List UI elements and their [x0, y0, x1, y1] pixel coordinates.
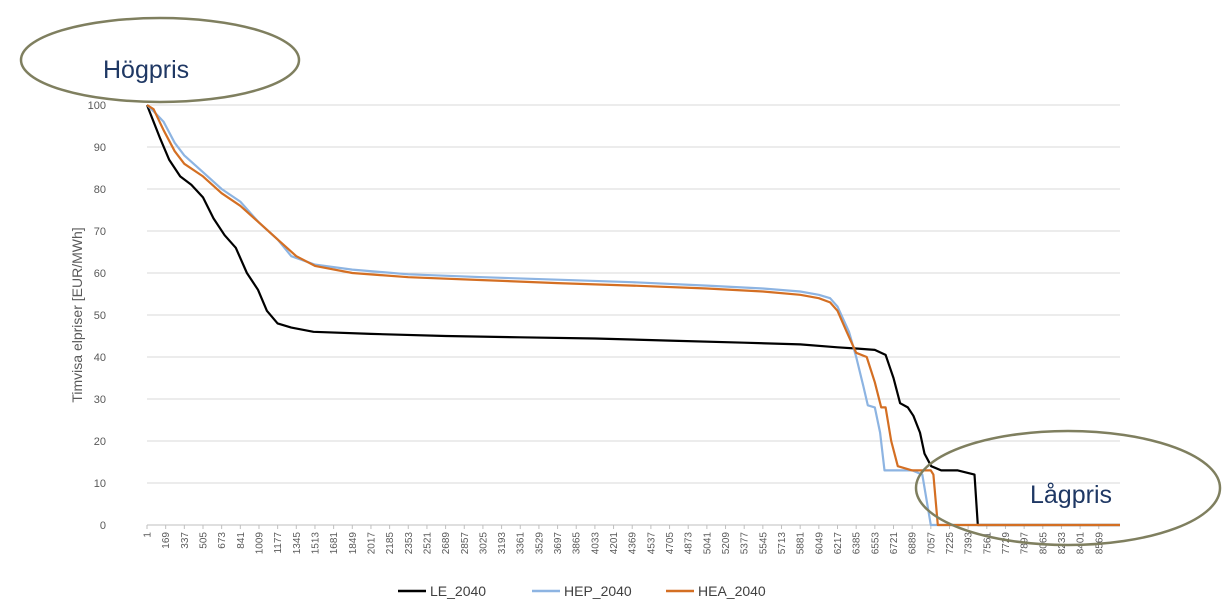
x-tick-label: 6217: [833, 532, 844, 555]
x-tick-label: 6721: [889, 532, 900, 555]
x-tick-label: 3025: [478, 532, 489, 555]
x-tick-label: 5041: [702, 532, 713, 555]
x-tick-label: 2353: [404, 532, 415, 555]
y-tick-label: 50: [94, 310, 106, 322]
x-tick-label: 505: [198, 532, 209, 549]
legend-label: LE_2040: [430, 583, 486, 599]
x-tick-label: 5545: [758, 532, 769, 555]
x-tick-label: 4033: [590, 532, 601, 555]
x-tick-label: 7561: [982, 532, 993, 555]
x-tick-label: 4537: [646, 532, 657, 555]
y-tick-label: 80: [94, 184, 106, 196]
x-tick-label: 6049: [814, 532, 825, 555]
x-tick-label: 337: [180, 532, 191, 549]
x-tick-label: 4705: [665, 532, 676, 555]
legend-label: HEA_2040: [698, 583, 766, 599]
callout-label-lagpris: Lågpris: [1030, 481, 1112, 509]
gridlines: [147, 104, 1120, 484]
series-line-hep-2040: [146, 104, 1120, 527]
x-tick-label: 673: [217, 532, 228, 549]
y-tick-label: 90: [94, 142, 106, 154]
x-tick-label: 4369: [628, 532, 639, 555]
x-tick-label: 6889: [908, 532, 919, 555]
x-tick-label: 7225: [945, 532, 956, 555]
x-tick-label: 1009: [254, 532, 265, 555]
x-tick-label: 2857: [460, 532, 471, 555]
y-tick-label: 20: [94, 436, 106, 448]
y-tick-label: 70: [94, 226, 106, 238]
y-axis-ticks: 0 10 20 30 40 50 60 70 80 90 100: [88, 100, 106, 532]
x-tick-label: 1: [143, 532, 154, 538]
x-tick-label: 841: [236, 532, 247, 549]
x-tick-label: 2521: [422, 532, 433, 555]
callout-hogpris: Högpris: [19, 16, 301, 104]
y-tick-label: 10: [94, 478, 106, 490]
x-tick-label: 6553: [870, 532, 881, 555]
series-line-hea-2040: [146, 104, 1120, 527]
legend: LE_2040 HEP_2040 HEA_2040: [398, 583, 766, 599]
x-tick-label: 5713: [777, 532, 788, 555]
x-tick-label: 3529: [534, 532, 545, 555]
x-tick-label: 1849: [348, 532, 359, 555]
x-tick-label: 3865: [572, 532, 583, 555]
x-tick-label: 7393: [964, 532, 975, 555]
y-tick-label: 0: [100, 520, 106, 532]
y-axis-label: Timvisa elpriser [EUR/MWh]: [69, 227, 85, 402]
x-tick-label: 3697: [553, 532, 564, 555]
x-tick-label: 8065: [1038, 532, 1049, 555]
x-tick-label: 2017: [366, 532, 377, 555]
x-tick-label: 8233: [1057, 532, 1068, 555]
x-tick-label: 5881: [796, 532, 807, 555]
x-tick-label: 169: [161, 532, 172, 549]
x-tick-label: 7057: [926, 532, 937, 555]
callout-lagpris: Lågpris: [914, 429, 1222, 547]
y-tick-label: 100: [88, 100, 106, 112]
x-tick-label: 1345: [292, 532, 303, 555]
series-line-le-2040: [145, 104, 1120, 527]
x-tick-label: 1681: [329, 532, 340, 555]
x-tick-label: 2185: [385, 532, 396, 555]
x-tick-label: 7729: [1001, 532, 1012, 555]
callout-ellipse-hogpris: [19, 16, 301, 104]
y-tick-label: 40: [94, 352, 106, 364]
x-tick-label: 3361: [516, 532, 527, 555]
x-axis-ticks: 1 169 337 505 673 841 1009 1177 1345 1513 1681 1849…: [143, 525, 1105, 555]
y-tick-label: 60: [94, 268, 106, 280]
x-tick-label: 1177: [273, 532, 284, 554]
callout-ellipse-lagpris: [914, 429, 1222, 547]
x-tick-label: 1513: [310, 532, 321, 555]
x-tick-label: 2689: [441, 532, 452, 555]
legend-label: HEP_2040: [564, 583, 632, 599]
x-tick-label: 3193: [497, 532, 508, 555]
x-tick-label: 4201: [609, 532, 620, 555]
x-tick-label: 5377: [740, 532, 751, 555]
x-tick-label: 4873: [684, 532, 695, 555]
x-tick-label: 5209: [721, 532, 732, 555]
x-tick-label: 6385: [852, 532, 863, 555]
y-tick-label: 30: [94, 394, 106, 406]
callout-label-hogpris: Högpris: [103, 56, 189, 84]
series-lines: [145, 104, 1120, 527]
x-tick-label: 8401: [1076, 532, 1087, 555]
